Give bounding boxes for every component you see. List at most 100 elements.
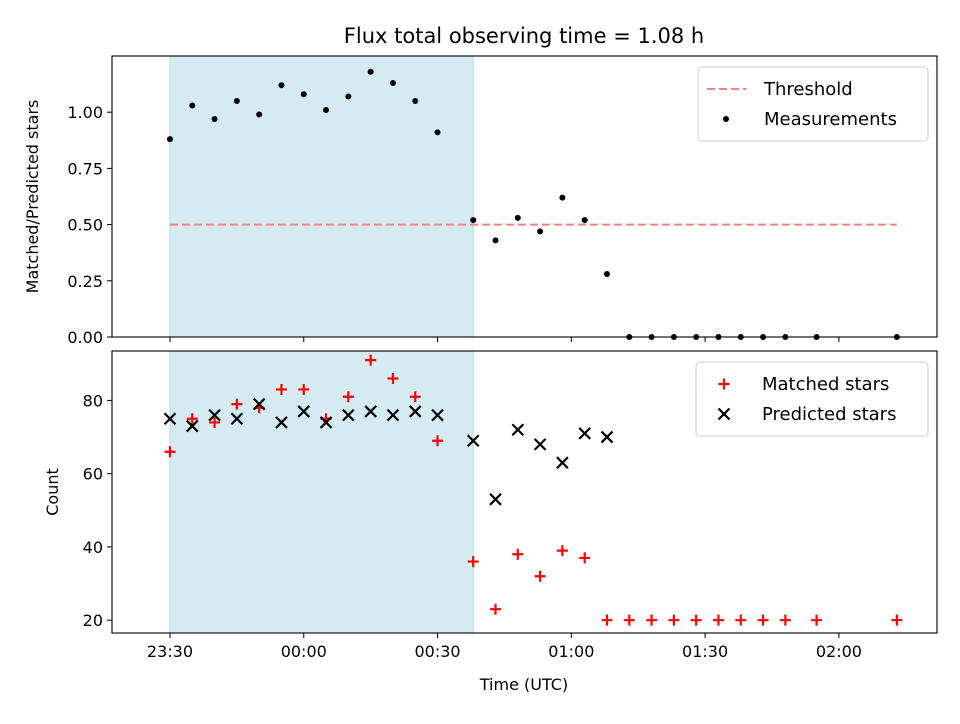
data-point bbox=[434, 129, 441, 136]
matched-star-marker bbox=[601, 614, 613, 626]
matched-star-marker bbox=[623, 614, 635, 626]
matched-star-marker bbox=[735, 614, 747, 626]
matched-star-marker bbox=[534, 570, 546, 582]
data-point bbox=[470, 217, 477, 224]
predicted-star-marker bbox=[163, 412, 177, 426]
matched-star-marker bbox=[275, 383, 287, 395]
matched-star-marker bbox=[891, 614, 903, 626]
x-tick-label: 23:30 bbox=[147, 642, 193, 661]
y-tick-label: 80 bbox=[83, 391, 103, 410]
x-tick-label: 02:00 bbox=[816, 642, 862, 661]
data-point bbox=[211, 115, 218, 122]
data-point bbox=[345, 93, 352, 100]
data-point bbox=[367, 68, 374, 75]
bottom-panel: 20 40 60 80 23:30 00:00 00:30 01:00 01:30 02:00 Co… bbox=[43, 350, 938, 661]
predicted-star-marker bbox=[386, 408, 400, 422]
data-point bbox=[166, 136, 173, 143]
matched-star-marker bbox=[432, 435, 444, 447]
y-axis-label: Count bbox=[43, 468, 62, 516]
y-tick-label: 40 bbox=[83, 538, 103, 557]
matched-star-marker bbox=[409, 391, 421, 403]
predicted-star-marker bbox=[533, 438, 547, 451]
legend-label: Threshold bbox=[763, 79, 853, 100]
y-tick-label: 0.75 bbox=[67, 159, 103, 178]
predicted-star-marker bbox=[466, 434, 480, 448]
predicted-star-marker bbox=[252, 397, 266, 411]
matched-star-marker bbox=[512, 548, 524, 560]
predicted-star-marker bbox=[208, 408, 221, 422]
matched-star-marker bbox=[579, 552, 591, 564]
predicted-star-marker bbox=[185, 419, 199, 433]
data-point bbox=[300, 91, 307, 98]
matched-star-marker bbox=[231, 398, 243, 410]
data-point bbox=[189, 102, 196, 109]
matched-star-marker bbox=[365, 354, 377, 366]
data-point bbox=[492, 237, 499, 244]
matched-star-marker bbox=[811, 614, 823, 626]
matched-star-marker bbox=[467, 556, 479, 568]
x-axis-label: Time (UTC) bbox=[479, 675, 568, 694]
matched-star-marker bbox=[668, 614, 680, 626]
chart-title: Flux total observing time = 1.08 h bbox=[344, 24, 704, 48]
matched-star-marker bbox=[387, 372, 399, 384]
x-tick-label: 01:30 bbox=[682, 642, 728, 661]
predicted-star-marker bbox=[230, 412, 244, 426]
matched-star-marker bbox=[298, 383, 310, 395]
legend-predicted-swatch bbox=[717, 407, 731, 421]
data-point bbox=[537, 228, 544, 235]
matched-star-marker bbox=[690, 614, 702, 626]
data-point bbox=[412, 97, 419, 104]
matched-star-marker bbox=[490, 603, 502, 615]
predicted-star-marker bbox=[511, 423, 525, 437]
predicted-star-marker bbox=[319, 416, 333, 429]
axes-frame bbox=[111, 55, 938, 338]
data-point bbox=[514, 214, 521, 221]
predicted-star-marker bbox=[600, 430, 614, 444]
predicted-star-marker bbox=[556, 456, 569, 469]
y-tick-label: 20 bbox=[83, 611, 103, 630]
legend-label: Matched stars bbox=[762, 374, 889, 395]
legend-label: Measurements bbox=[764, 109, 897, 130]
y-tick-label: 0.50 bbox=[67, 216, 103, 235]
data-point bbox=[389, 79, 396, 86]
y-tick-label: 1.00 bbox=[67, 103, 103, 122]
legend-label: Predicted stars bbox=[762, 404, 896, 425]
data-point bbox=[256, 111, 263, 118]
matched-star-marker bbox=[556, 545, 568, 557]
y-tick-label: 60 bbox=[83, 465, 103, 484]
x-tick-label: 01:00 bbox=[548, 642, 594, 661]
predicted-star-marker bbox=[578, 427, 591, 440]
predicted-star-marker bbox=[342, 408, 355, 422]
y-tick-label: 0.25 bbox=[67, 272, 103, 291]
matched-star-marker bbox=[646, 614, 658, 626]
data-point bbox=[559, 194, 566, 201]
matched-star-marker bbox=[164, 446, 176, 458]
data-point bbox=[604, 271, 610, 278]
observing-window-band bbox=[169, 350, 474, 634]
data-point bbox=[278, 82, 285, 89]
observing-window-band bbox=[169, 55, 474, 338]
matched-star-marker bbox=[712, 614, 724, 626]
data-point bbox=[323, 106, 330, 113]
legend-matched-swatch bbox=[718, 378, 730, 390]
predicted-star-marker bbox=[431, 408, 444, 422]
predicted-star-marker bbox=[408, 405, 422, 418]
matched-star-marker bbox=[342, 391, 354, 403]
legend-box bbox=[697, 66, 929, 142]
data-point bbox=[233, 97, 240, 104]
legend-measurement-swatch bbox=[723, 116, 729, 122]
matched-star-marker bbox=[779, 614, 791, 626]
y-tick-label: 0.00 bbox=[67, 328, 103, 347]
matched-star-marker bbox=[209, 416, 221, 428]
y-axis-label: Matched/Predicted stars bbox=[23, 100, 42, 294]
predicted-star-marker bbox=[297, 405, 311, 418]
matched-star-marker bbox=[186, 413, 198, 425]
predicted-star-marker bbox=[364, 405, 377, 418]
data-point bbox=[581, 217, 588, 224]
x-tick-label: 00:30 bbox=[414, 642, 460, 661]
axes-frame bbox=[111, 350, 938, 634]
matched-star-marker bbox=[757, 614, 769, 626]
predicted-star-marker bbox=[489, 493, 502, 506]
legend-box bbox=[695, 361, 929, 437]
